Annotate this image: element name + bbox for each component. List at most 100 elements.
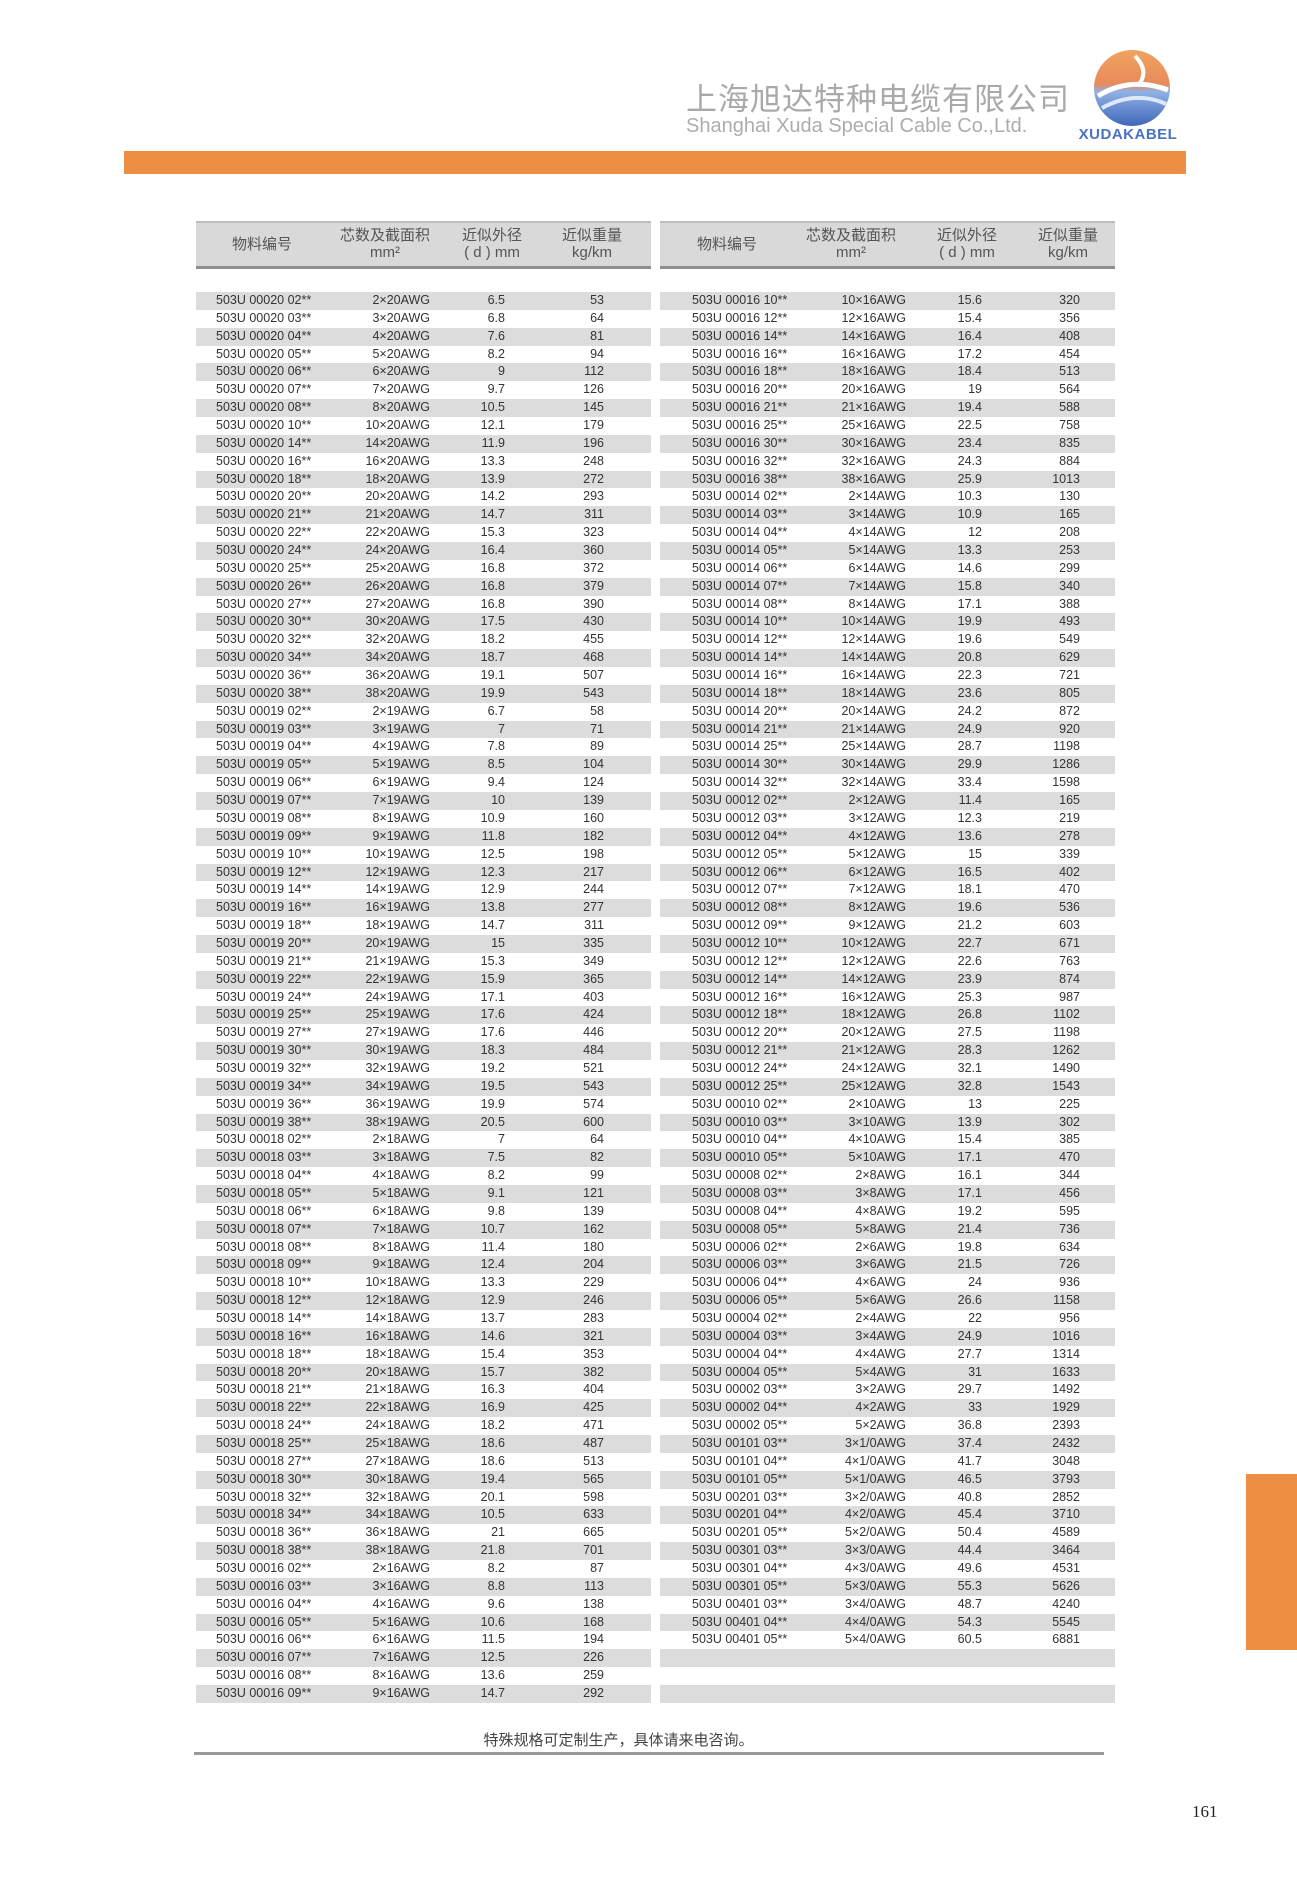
cores-section-cell: 4×3/0AWG: [844, 1561, 906, 1576]
table-row: 503U 00016 16** 16×16AWG 17.2 454: [660, 346, 1115, 364]
outer-diameter-cell: 24.2: [957, 703, 982, 718]
table-row: 503U 00016 30** 30×16AWG 23.4 835: [660, 434, 1115, 453]
outer-diameter-cell: 20.5: [480, 1114, 505, 1129]
table-row: 503U 00016 04** 4×16AWG 9.6 138: [196, 1596, 651, 1614]
outer-diameter-cell: 20.1: [480, 1489, 505, 1504]
weight-cell: 1198: [1053, 739, 1080, 754]
part-number-cell: 503U 00019 07**: [216, 793, 312, 808]
cores-section-cell: 24×18AWG: [365, 1418, 430, 1433]
part-number-cell: 503U 00018 04**: [216, 1168, 312, 1183]
outer-diameter-cell: 15.4: [480, 1346, 505, 1361]
weight-cell: 385: [1059, 1132, 1080, 1147]
part-number-cell: 503U 00016 25**: [692, 418, 788, 433]
weight-cell: 259: [583, 1668, 604, 1683]
outer-diameter-cell: 18.2: [480, 632, 505, 647]
col-header-cores-section: 芯数及截面积 mm²: [340, 227, 430, 261]
table-row: 503U 00010 02** 2×10AWG 13 225: [660, 1096, 1115, 1114]
table-row: 503U 00020 21** 21×20AWG 14.7 311: [196, 506, 651, 525]
cores-section-cell: 20×16AWG: [841, 382, 906, 397]
part-number-cell: 503U 00012 12**: [692, 953, 788, 968]
outer-diameter-cell: 7: [498, 1132, 505, 1147]
cores-section-cell: 4×20AWG: [372, 328, 430, 343]
cores-section-cell: 16×18AWG: [365, 1328, 430, 1343]
part-number-cell: 503U 00004 02**: [692, 1310, 788, 1325]
part-number-cell: 503U 00020 10**: [216, 418, 312, 433]
weight-cell: 353: [583, 1346, 604, 1361]
table-row: 503U 00201 03** 3×2/0AWG 40.8 2852: [660, 1489, 1115, 1507]
cores-section-cell: 4×10AWG: [848, 1132, 906, 1147]
table-row: 503U 00016 06** 6×16AWG 11.5 194: [196, 1631, 651, 1649]
weight-cell: 320: [1059, 293, 1080, 307]
outer-diameter-cell: 10.7: [480, 1221, 505, 1236]
cores-section-cell: 10×20AWG: [365, 418, 430, 433]
weight-cell: 180: [583, 1239, 604, 1254]
cores-section-cell: 18×20AWG: [365, 471, 430, 486]
outer-diameter-cell: 15.3: [480, 953, 505, 968]
weight-cell: 165: [1059, 507, 1080, 522]
table-row: 503U 00018 07** 7×18AWG 10.7 162: [196, 1220, 651, 1239]
weight-cell: 1262: [1052, 1043, 1080, 1058]
weight-cell: 701: [583, 1543, 604, 1558]
outer-diameter-cell: 19.9: [480, 685, 505, 700]
part-number-cell: 503U 00019 22**: [216, 971, 312, 986]
cores-section-cell: 10×12AWG: [841, 935, 906, 950]
part-number-cell: 503U 00018 02**: [216, 1132, 312, 1147]
outer-diameter-cell: 9.8: [487, 1203, 505, 1218]
cores-section-cell: 5×6AWG: [855, 1293, 906, 1308]
part-number-cell: 503U 00401 03**: [692, 1596, 788, 1611]
part-number-cell: 503U 00018 38**: [216, 1543, 312, 1558]
cores-section-cell: 16×14AWG: [841, 668, 906, 683]
outer-diameter-cell: 33.4: [957, 775, 982, 790]
weight-cell: 323: [583, 525, 604, 540]
part-number-cell: 503U 00019 25**: [216, 1007, 312, 1022]
weight-cell: 99: [590, 1168, 604, 1183]
table-row: 503U 00006 02** 2×6AWG 19.8 634: [660, 1239, 1115, 1257]
part-number-cell: 503U 00014 30**: [692, 757, 788, 772]
table-row: 503U 00016 20** 20×16AWG 19 564: [660, 381, 1115, 399]
outer-diameter-cell: 16.1: [957, 1168, 982, 1183]
cores-section-cell: 14×12AWG: [841, 971, 906, 986]
outer-diameter-cell: 44.4: [957, 1543, 982, 1558]
part-number-cell: 503U 00020 21**: [216, 507, 312, 522]
weight-cell: 805: [1059, 685, 1080, 700]
weight-cell: 81: [590, 328, 604, 343]
outer-diameter-cell: 18.6: [480, 1436, 505, 1450]
cores-section-cell: 4×19AWG: [372, 739, 430, 754]
table-row: 503U 00012 06** 6×12AWG 16.5 402: [660, 863, 1115, 882]
cores-section-cell: 3×20AWG: [372, 310, 430, 325]
cores-section-cell: 21×14AWG: [841, 721, 906, 736]
outer-diameter-cell: 36.8: [957, 1418, 982, 1433]
table-row: 503U 00020 06** 6×20AWG 9 112: [196, 363, 651, 382]
outer-diameter-cell: 13.9: [480, 471, 505, 486]
part-number-cell: 503U 00016 07**: [216, 1650, 312, 1665]
table-row: 503U 00010 05** 5×10AWG 17.1 470: [660, 1149, 1115, 1168]
outer-diameter-cell: 19.9: [480, 1096, 505, 1111]
weight-cell: 872: [1059, 703, 1080, 718]
table-row: 503U 00401 04** 4×4/0AWG 54.3 5545: [660, 1613, 1115, 1632]
outer-diameter-cell: 17.1: [480, 989, 505, 1004]
part-number-cell: 503U 00006 04**: [692, 1275, 788, 1290]
cores-section-cell: 3×2/0AWG: [844, 1489, 906, 1504]
part-number-cell: 503U 00012 10**: [692, 935, 788, 950]
outer-diameter-cell: 15.4: [957, 310, 982, 325]
part-number-cell: 503U 00016 12**: [692, 310, 788, 325]
part-number-cell: 503U 00401 04**: [692, 1614, 788, 1629]
table-row: 503U 00018 22** 22×18AWG 16.9 425: [196, 1399, 651, 1418]
outer-diameter-cell: 17.6: [480, 1007, 505, 1022]
weight-cell: 1492: [1052, 1382, 1080, 1397]
weight-cell: 138: [583, 1596, 604, 1611]
table-row: 503U 00019 03** 3×19AWG 7 71: [196, 720, 651, 739]
part-number-cell: 503U 00020 38**: [216, 685, 312, 700]
outer-diameter-cell: 32.8: [957, 1078, 982, 1093]
weight-cell: 408: [1059, 328, 1080, 343]
cores-section-cell: 34×20AWG: [365, 650, 430, 665]
col-header-part-number: 物料编号: [697, 236, 757, 253]
cores-section-cell: 9×19AWG: [372, 828, 430, 843]
cores-section-cell: 16×16AWG: [841, 346, 906, 361]
outer-diameter-cell: 45.4: [957, 1507, 982, 1522]
outer-diameter-cell: 10.3: [957, 489, 982, 504]
cores-section-cell: 2×14AWG: [848, 489, 906, 504]
weight-cell: 1016: [1052, 1328, 1080, 1343]
outer-diameter-cell: 11.9: [481, 435, 505, 450]
outer-diameter-cell: 16.5: [957, 864, 982, 879]
